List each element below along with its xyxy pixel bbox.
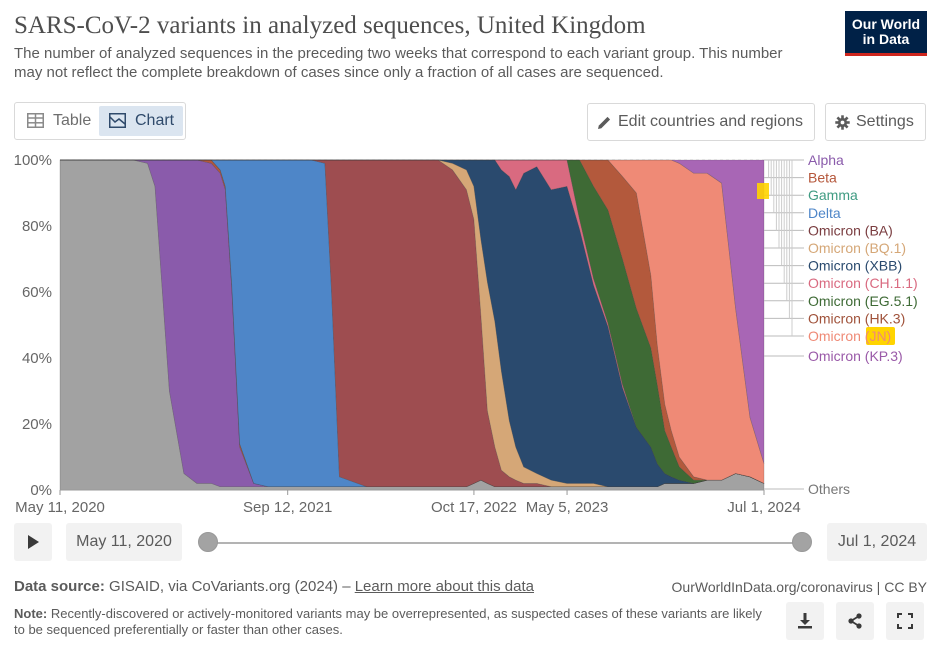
note-prefix: Note: <box>14 606 48 621</box>
logo-line2: in Data <box>862 31 910 47</box>
fullscreen-button[interactable] <box>886 602 924 640</box>
credit-line[interactable]: OurWorldInData.org/coronavirus | CC BY <box>671 579 927 595</box>
y-tick-label: 80% <box>22 218 52 235</box>
y-tick-label: 60% <box>22 284 52 301</box>
x-tick-label: Sep 12, 2021 <box>243 499 332 516</box>
chart-note: Note: Recently-discovered or actively-mo… <box>14 606 774 638</box>
x-tick-label: Jul 1, 2024 <box>727 499 800 516</box>
legend-item[interactable]: Omicron (BQ.1) <box>808 240 906 256</box>
expand-icon <box>897 613 913 629</box>
tab-table-label: Table <box>53 112 92 129</box>
area-omicron-kp-3[interactable] <box>60 159 765 464</box>
play-icon <box>28 535 39 549</box>
learn-more-link[interactable]: Learn more about this data <box>354 578 535 595</box>
legend-item[interactable]: Omicron (CH.1.1) <box>808 275 918 291</box>
legend-item[interactable]: Omicron (BA) <box>808 222 893 238</box>
legend-item[interactable]: Beta <box>808 170 837 186</box>
stacked-areas <box>59 159 765 491</box>
edit-countries-label: Edit countries and regions <box>618 113 803 130</box>
table-icon <box>27 113 44 128</box>
timeline-track[interactable] <box>208 542 802 544</box>
area-omicron-jn[interactable] <box>60 159 765 484</box>
timeline-start-date[interactable]: May 11, 2020 <box>66 523 182 561</box>
timeline-end-handle[interactable] <box>792 532 812 552</box>
note-text: Recently-discovered or actively-monitore… <box>14 606 762 637</box>
gear-icon <box>835 115 850 130</box>
axes: 0% 20% 40% 60% 80% 100% May 11, 2020 Sep 12, 20… <box>14 152 801 516</box>
source-text: GISAID, via CoVariants.org (2024) – <box>109 578 351 595</box>
y-tick-label: 0% <box>30 482 52 499</box>
download-button[interactable] <box>786 602 824 640</box>
timeline-slider: May 11, 2020 Jul 1, 2024 <box>14 523 927 563</box>
timeline-end-date[interactable]: Jul 1, 2024 <box>827 523 927 561</box>
legend-item[interactable]: Others <box>808 481 850 497</box>
variant-area-chart: 0% 20% 40% 60% 80% 100% May 11, 2020 Sep 12, 20… <box>14 152 918 516</box>
play-button[interactable] <box>14 523 52 561</box>
x-tick-label: May 11, 2020 <box>15 499 105 516</box>
legend-highlight <box>866 327 895 345</box>
x-tick-label: May 5, 2023 <box>526 499 609 516</box>
data-source: Data source: GISAID, via CoVariants.org … <box>14 578 534 595</box>
y-tick-label: 40% <box>22 350 52 367</box>
y-tick-label: 100% <box>14 152 52 169</box>
logo-line1: Our World <box>851 16 921 32</box>
share-button[interactable] <box>836 602 874 640</box>
owid-logo[interactable]: Our World in Data <box>845 11 927 56</box>
legend-item[interactable]: Omicron (KP.3) <box>808 348 903 364</box>
tab-table[interactable]: Table <box>17 106 101 136</box>
settings-label: Settings <box>856 113 914 130</box>
tab-chart[interactable]: Chart <box>99 106 183 136</box>
view-tabs: Table Chart <box>14 102 186 140</box>
y-tick-label: 20% <box>22 416 52 433</box>
download-icon <box>798 613 812 629</box>
legend-item[interactable]: Omicron (HK.3) <box>808 310 905 326</box>
settings-button[interactable]: Settings <box>825 103 926 141</box>
line-chart-icon <box>109 113 126 128</box>
timeline-start-handle[interactable] <box>198 532 218 552</box>
source-prefix: Data source: <box>14 578 105 595</box>
pencil-icon <box>598 116 611 129</box>
share-icon <box>848 613 862 629</box>
legend-item[interactable]: Delta <box>808 205 841 221</box>
chart-title: SARS-CoV-2 variants in analyzed sequence… <box>14 12 646 39</box>
legend-item[interactable]: Omicron (JN) <box>808 328 891 344</box>
chart-subtitle: The number of analyzed sequences in the … <box>14 45 783 81</box>
hover-marker <box>757 183 769 199</box>
legend-item[interactable]: Omicron (XBB) <box>808 258 902 274</box>
legend-item[interactable]: Alpha <box>808 152 844 168</box>
legend-item[interactable]: Omicron (EG.5.1) <box>808 293 918 309</box>
x-tick-label: Oct 17, 2022 <box>431 499 517 516</box>
legend-item[interactable]: Gamma <box>808 187 858 203</box>
tab-chart-label: Chart <box>135 112 175 129</box>
edit-countries-button[interactable]: Edit countries and regions <box>587 103 815 141</box>
